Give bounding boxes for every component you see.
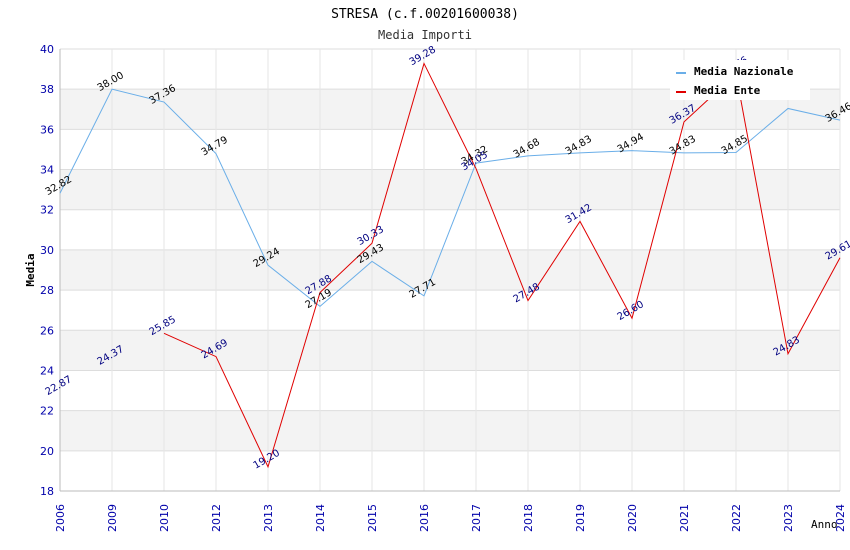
y-tick-label: 32 — [40, 204, 54, 217]
x-axis-label: Anno — [811, 518, 838, 531]
y-tick-label: 30 — [40, 244, 54, 257]
x-tick-label: 2022 — [730, 504, 743, 532]
data-label-media-nazionale: 34.85 — [720, 133, 750, 157]
x-tick-label: 2019 — [574, 504, 587, 532]
grid-bands — [60, 89, 840, 451]
x-tick-label: 2021 — [678, 504, 691, 532]
data-label-media-ente: 26.60 — [616, 299, 646, 323]
data-label-media-nazionale: 34.94 — [616, 132, 646, 156]
data-label-media-ente: 22.87 — [44, 374, 74, 398]
y-tick-label: 34 — [40, 164, 54, 177]
data-label-media-ente: 19.20 — [252, 448, 282, 472]
data-label-media-nazionale: 34.68 — [512, 137, 542, 161]
x-tick-label: 2018 — [522, 504, 535, 532]
y-tick-label: 26 — [40, 324, 54, 337]
x-tick-label: 2009 — [106, 504, 119, 532]
grid-band — [60, 249, 840, 291]
y-tick-label: 40 — [40, 43, 54, 56]
x-tick-label: 2010 — [158, 504, 171, 532]
data-label-media-nazionale: 34.79 — [200, 135, 230, 159]
series-line-media-nazionale — [59, 88, 841, 308]
x-tick-label: 2024 — [834, 504, 847, 532]
grid-band — [60, 330, 840, 371]
x-axis-ticks: 2006 2009 2010 2012 2013 2014 2015 2016 2017 2018… — [54, 504, 847, 532]
x-tick-label: 2012 — [210, 504, 223, 532]
y-tick-label: 24 — [40, 364, 54, 377]
chart-title: STRESA (c.f.00201600038) — [331, 7, 519, 22]
x-tick-label: 2015 — [366, 504, 379, 532]
data-label-media-nazionale: 34.83 — [564, 134, 594, 158]
legend: Media Nazionale Media Ente — [670, 60, 810, 100]
x-tick-label: 2014 — [314, 504, 327, 532]
data-label-media-nazionale: 34.83 — [668, 134, 698, 158]
x-tick-label: 2013 — [262, 504, 275, 532]
x-tick-label: 2016 — [418, 504, 431, 532]
grid-band — [60, 410, 840, 451]
x-tick-label: 2006 — [54, 504, 67, 532]
grid-band — [60, 169, 840, 210]
y-tick-label: 22 — [40, 405, 54, 418]
data-label-media-ente: 39.28 — [408, 44, 438, 68]
x-tick-label: 2020 — [626, 504, 639, 532]
y-tick-label: 28 — [40, 284, 54, 297]
y-tick-label: 20 — [40, 445, 54, 458]
y-tick-label: 38 — [40, 83, 54, 96]
chart-subtitle: Media Importi — [378, 28, 472, 42]
legend-box — [670, 60, 810, 100]
x-tick-label: 2017 — [470, 504, 483, 532]
y-axis-ticks: 18 20 22 24 26 28 30 32 34 36 38 40 — [40, 43, 54, 498]
y-axis-label: Media — [24, 253, 37, 286]
x-tick-label: 2023 — [782, 504, 795, 532]
y-tick-label: 36 — [40, 123, 54, 136]
legend-label-media-nazionale: Media Nazionale — [694, 65, 794, 78]
y-tick-label: 18 — [40, 485, 54, 498]
legend-label-media-ente: Media Ente — [694, 84, 761, 97]
